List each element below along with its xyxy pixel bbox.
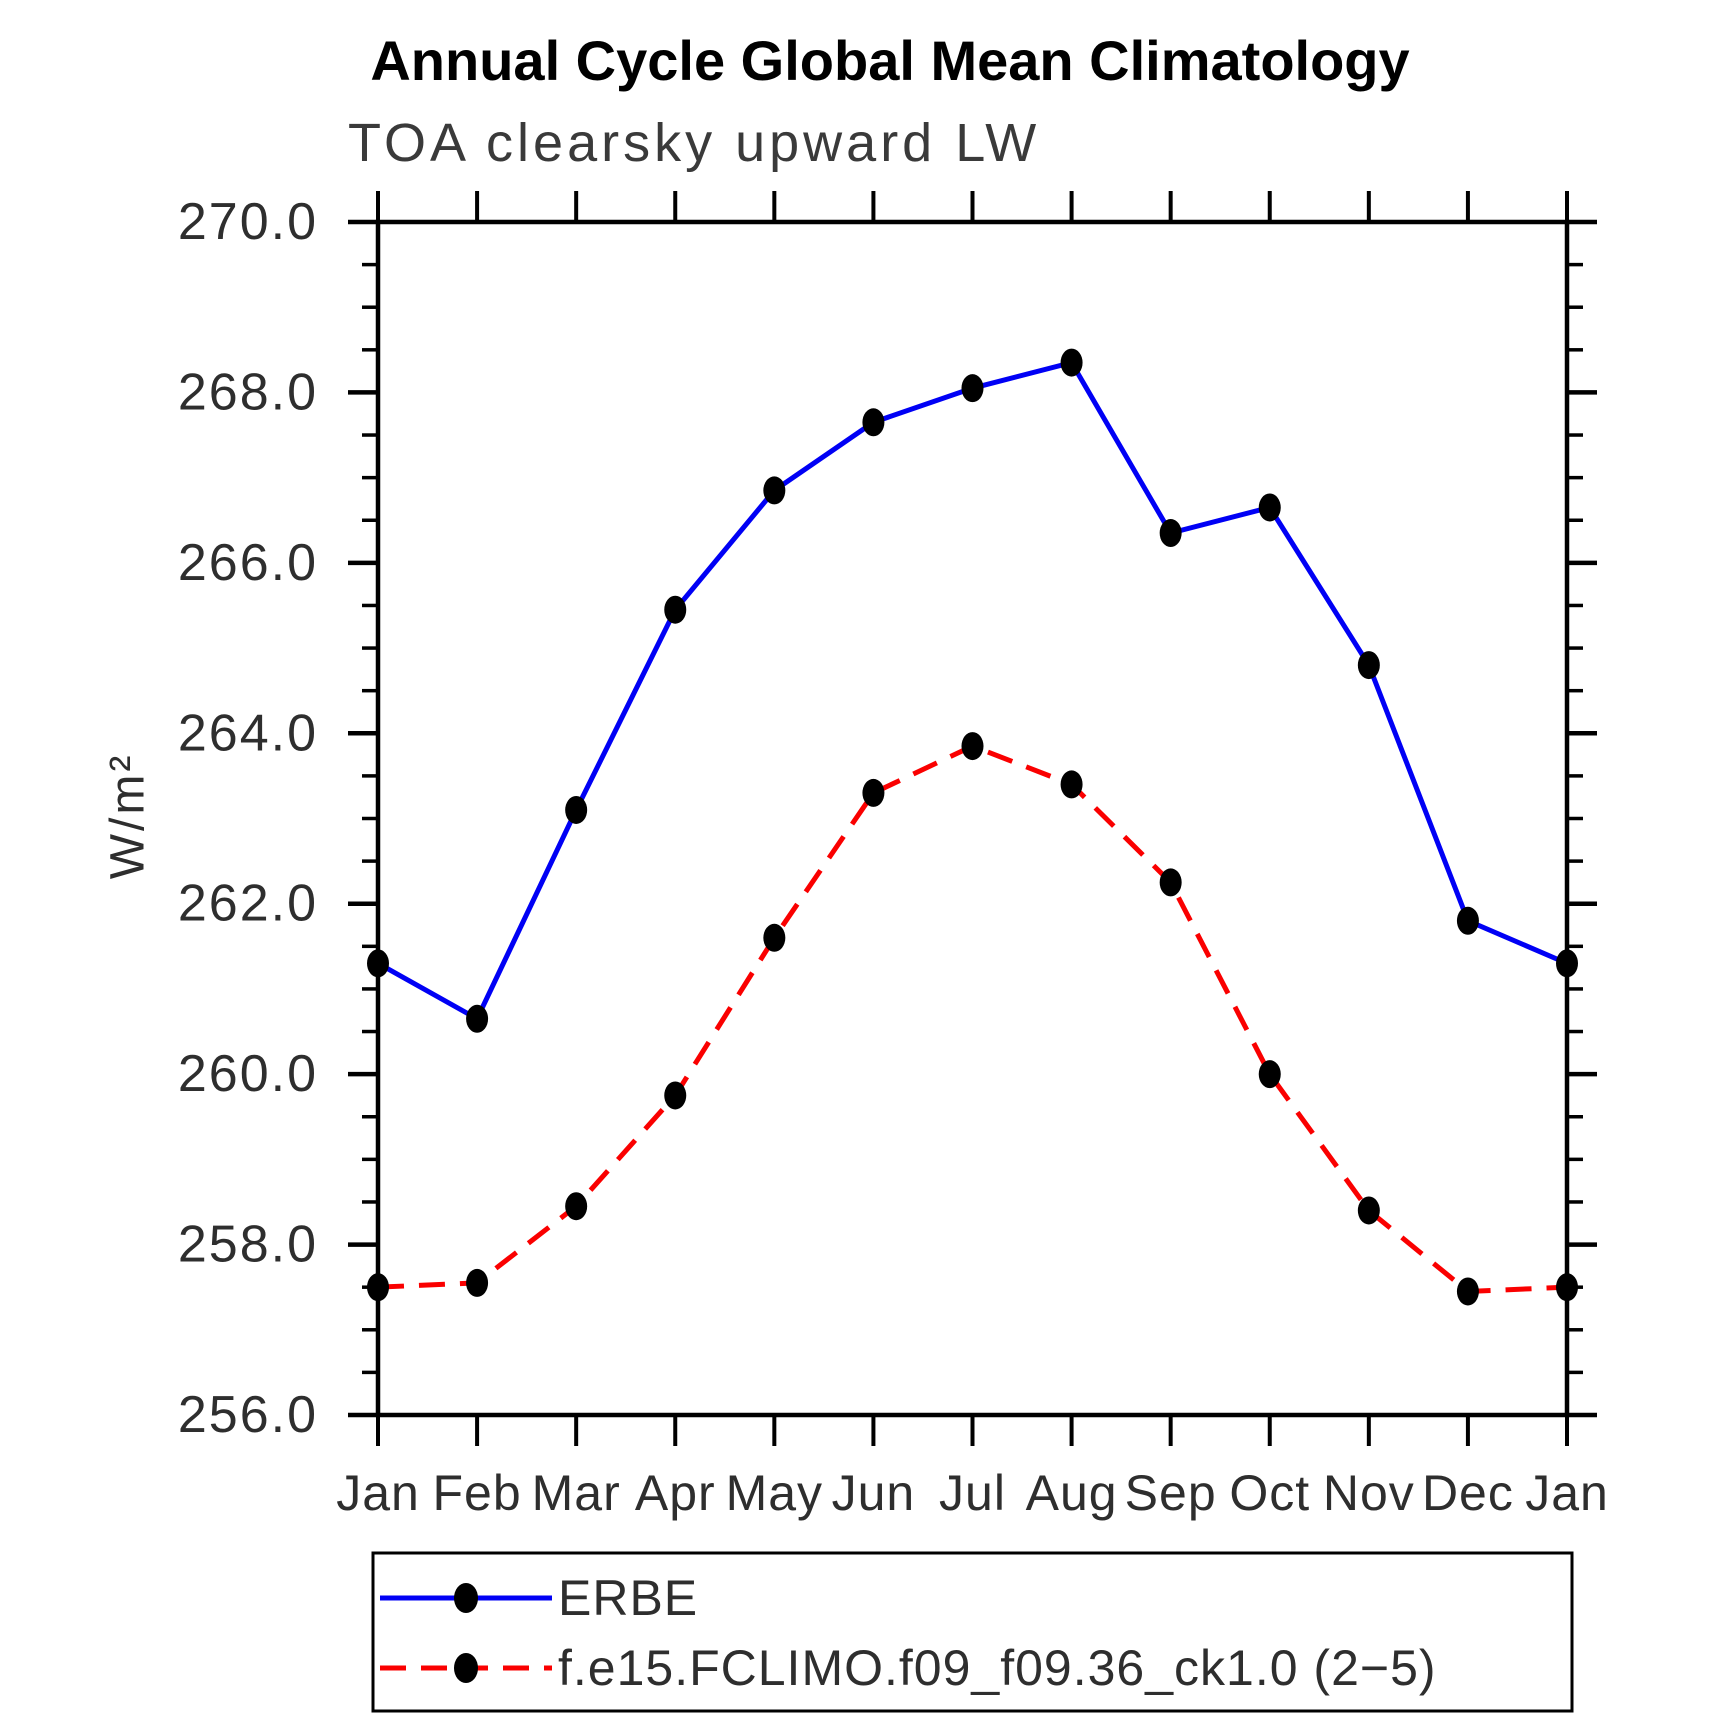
data-point: [565, 1192, 588, 1221]
data-point: [1159, 519, 1182, 548]
y-tick-label: 260.0: [178, 1045, 318, 1103]
x-tick-label: Sep: [1125, 1465, 1217, 1521]
data-point: [664, 1081, 687, 1110]
data-point: [763, 923, 786, 952]
data-point: [466, 1004, 489, 1033]
x-tick-label: Jun: [832, 1465, 916, 1521]
legend-box: [371, 1551, 1574, 1713]
data-point: [367, 1273, 389, 1302]
data-point: [1060, 348, 1083, 377]
data-point: [565, 795, 588, 824]
series-line-1: [377, 743, 1568, 1294]
data-point: [466, 1268, 489, 1297]
plot-subtitle: TOA clearsky upward LW: [348, 113, 1041, 173]
y-tick-label: 256.0: [178, 1386, 318, 1444]
legend-label: f.e15.FCLIMO.f09_f09.36_ck1.0 (2−5): [558, 1640, 1437, 1696]
x-tick-label: Apr: [635, 1465, 716, 1521]
legend-label: ERBE: [558, 1570, 698, 1626]
data-point: [1456, 906, 1479, 935]
data-point: [862, 778, 885, 807]
data-point: [664, 595, 687, 624]
x-tick-label: Oct: [1229, 1465, 1310, 1521]
plot-title: Annual Cycle Global Mean Climatology: [370, 29, 1410, 92]
data-point: [763, 476, 786, 505]
x-tick-label: Jan: [336, 1465, 420, 1521]
x-tick-label: Nov: [1323, 1465, 1415, 1521]
data-point: [1258, 493, 1281, 522]
y-tick-label: 266.0: [178, 534, 318, 592]
data-point: [1060, 770, 1083, 799]
data-point: [1159, 868, 1182, 897]
data-point: [1556, 949, 1578, 978]
x-tick-label: Jul: [939, 1465, 1006, 1521]
y-axis-title: W/m²: [101, 752, 155, 880]
data-point: [1357, 651, 1380, 680]
y-tick-label: 264.0: [178, 704, 318, 762]
data-point: [961, 732, 984, 761]
y-tick-label: 270.0: [178, 193, 318, 251]
x-tick-label: Jan: [1525, 1465, 1609, 1521]
x-tick-label: May: [726, 1465, 823, 1521]
data-point: [1258, 1060, 1281, 1089]
x-tick-label: Aug: [1026, 1465, 1118, 1521]
x-tick-label: Dec: [1422, 1465, 1514, 1521]
data-point: [1556, 1273, 1578, 1302]
y-tick-label: 262.0: [178, 875, 318, 933]
y-tick-label: 268.0: [178, 363, 318, 421]
data-point: [1456, 1277, 1479, 1306]
data-point: [1357, 1196, 1380, 1225]
data-point: [367, 949, 389, 978]
data-point: [961, 374, 984, 403]
y-tick-label: 258.0: [178, 1216, 318, 1274]
legend-marker: [454, 1653, 478, 1683]
legend-marker: [454, 1583, 478, 1613]
x-tick-label: Feb: [432, 1465, 521, 1521]
x-tick-label: Mar: [532, 1465, 621, 1521]
series-line-0: [376, 359, 1568, 1023]
data-point: [862, 408, 885, 437]
